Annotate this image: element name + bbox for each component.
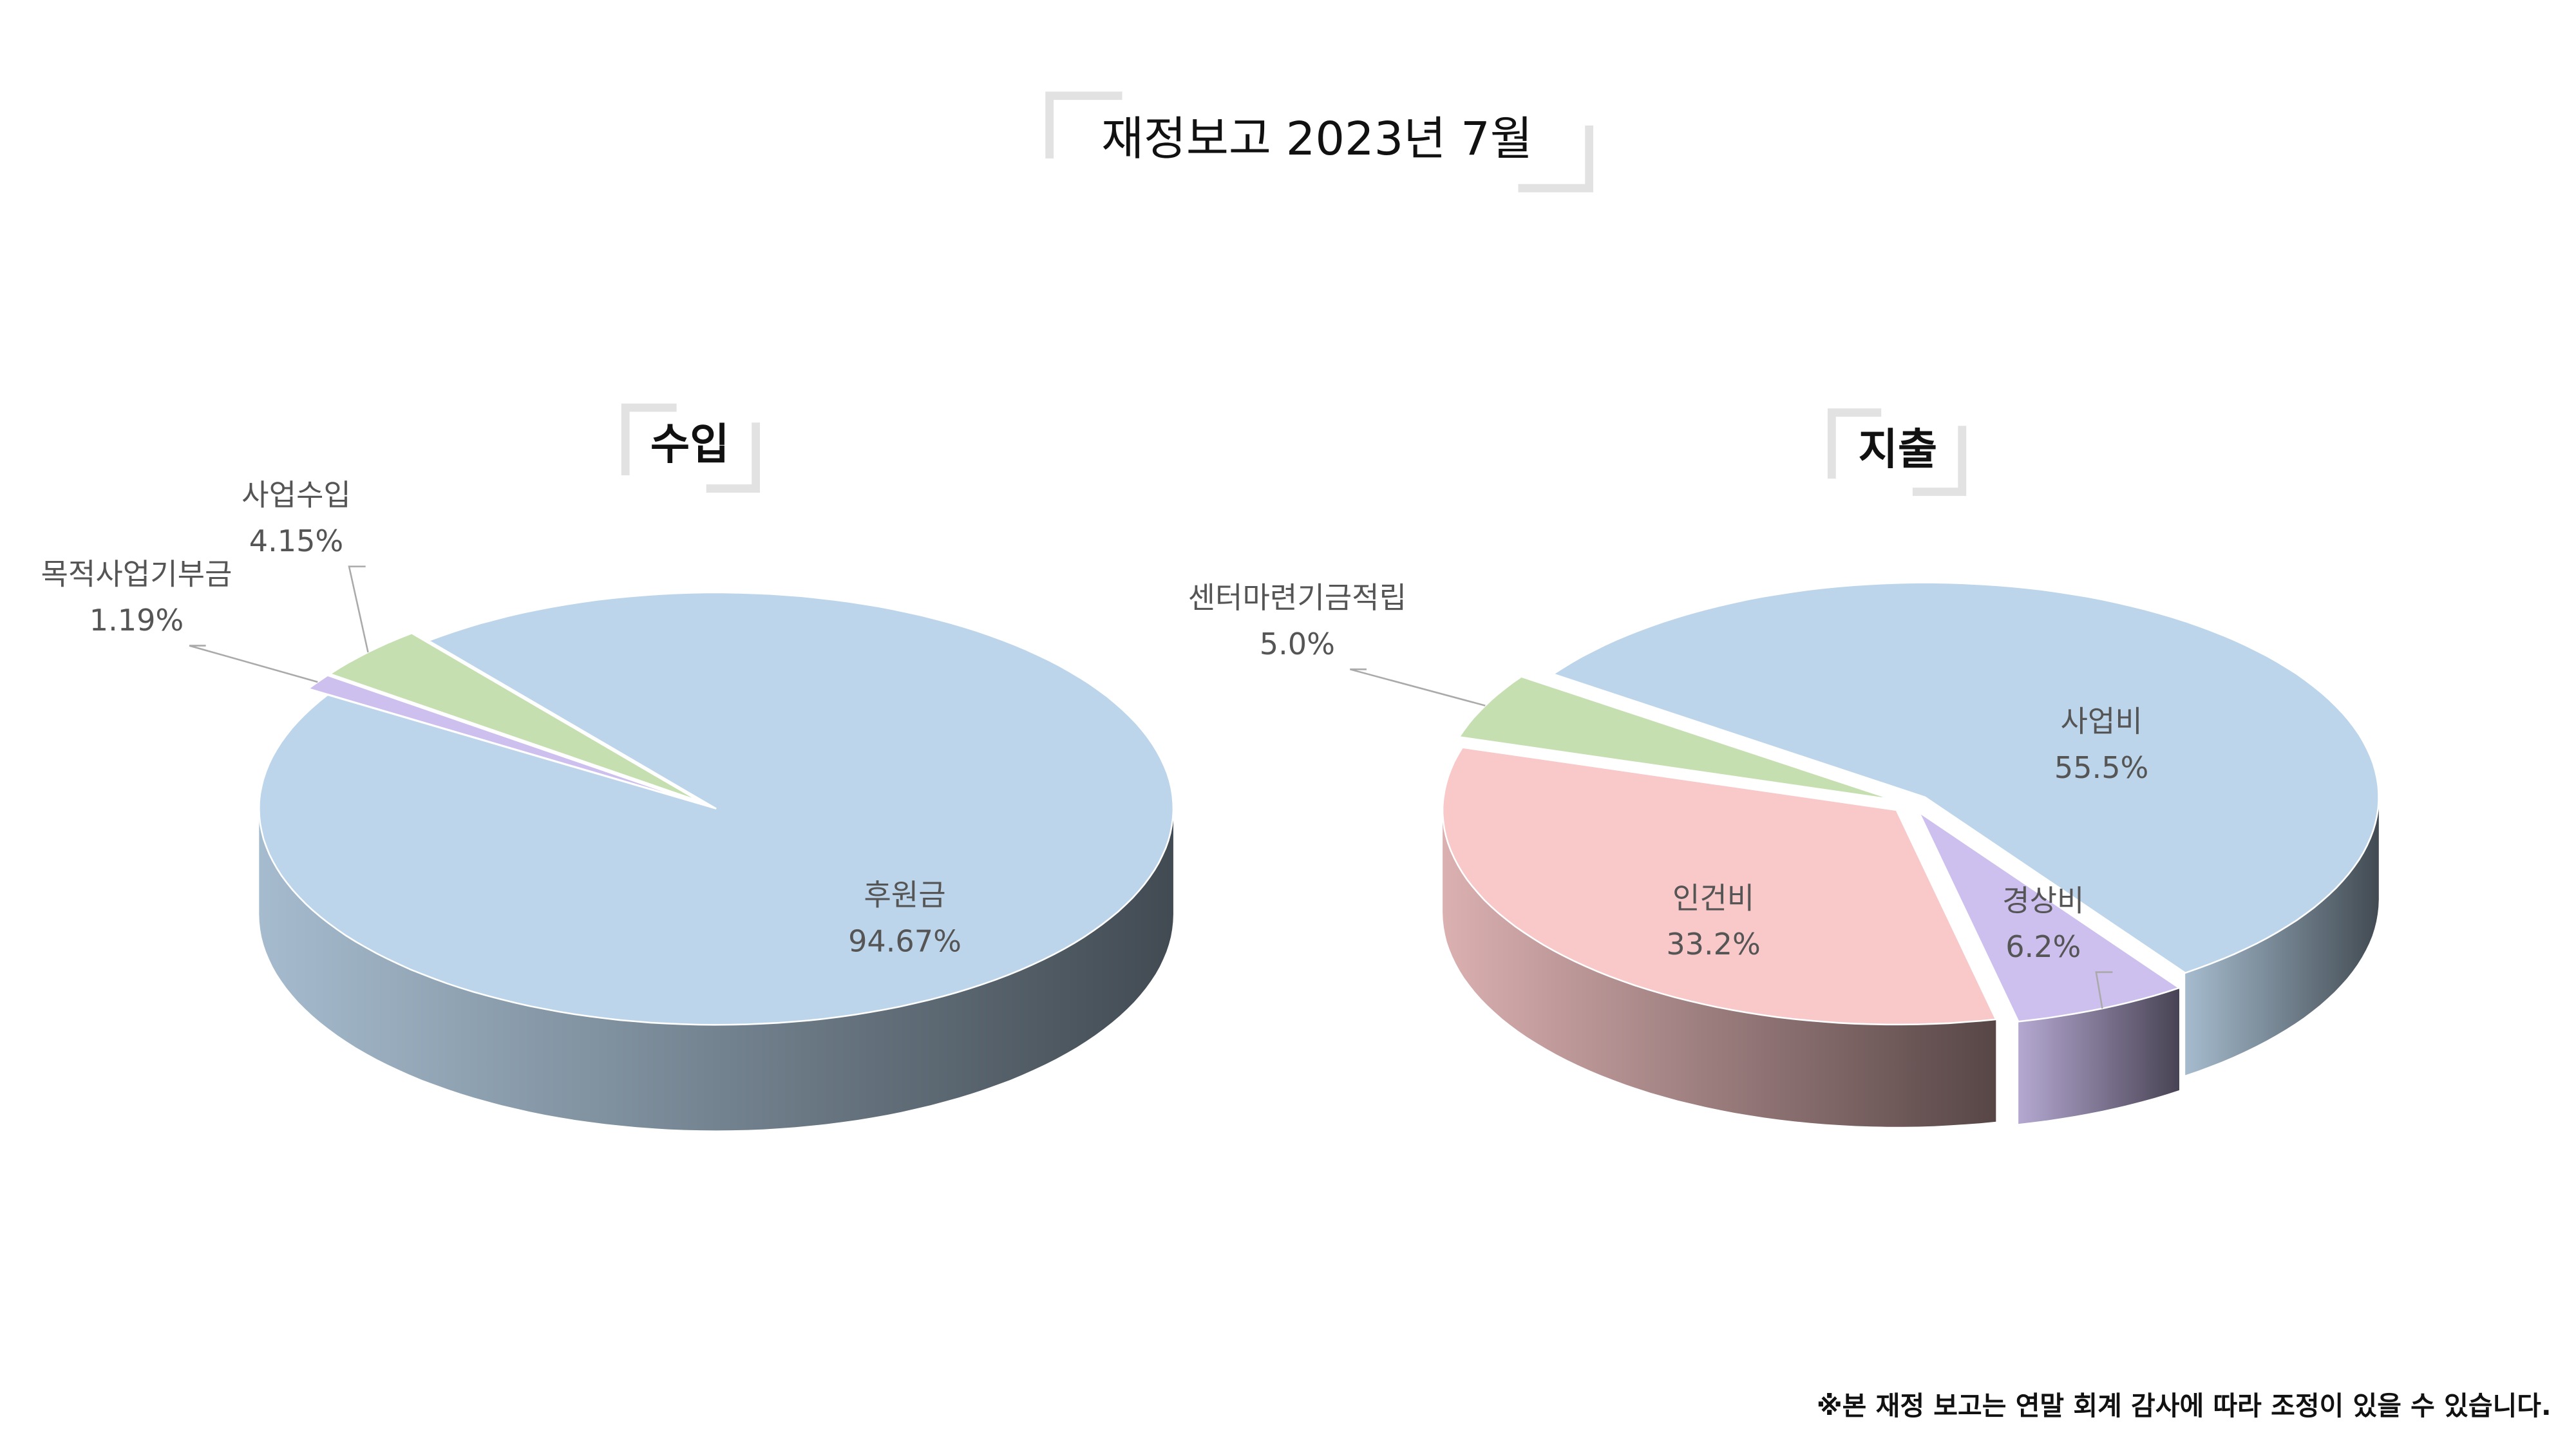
leader-line [348, 565, 369, 653]
leader-line [2095, 971, 2113, 1009]
slice-label: 인건비 [1672, 880, 1754, 915]
slice-value: 4.15% [249, 524, 343, 558]
bracket [1045, 91, 1122, 159]
slice-label: 후원금 [864, 878, 945, 913]
pie-slice [258, 591, 1175, 1026]
bracket [1518, 125, 1594, 193]
pie-slice [329, 632, 700, 802]
slice-value: 1.19% [90, 603, 184, 638]
pie-side-shade [2185, 797, 2379, 1075]
slice-value: 6.2% [2005, 929, 2081, 964]
bracket [1912, 426, 1967, 497]
leader-line [1350, 668, 1486, 706]
slice-label: 센터마련기금적립 [1188, 580, 1406, 615]
pie-slice [307, 674, 697, 804]
slice-label: 사업수입 [242, 478, 351, 513]
slice-label: 경상비 [2002, 883, 2084, 918]
bracket [706, 422, 761, 493]
labels: 사업비 55.5% 경상비 6.2% 인건비 33.2% 센터마련기금적립 5.0% [1188, 580, 2148, 1009]
slice-value: 5.0% [1260, 627, 1335, 661]
pie-tops [258, 591, 1175, 1026]
pie-slice [1917, 810, 2181, 1023]
pie-tops [1441, 582, 2380, 1026]
labels: 후원금 94.67% 목적사업기부금 1.19% 사업수입 4.15% [41, 478, 961, 959]
leader-line [189, 645, 318, 683]
footnote: ※본 재정 보고는 연말 회계 감사에 따라 조정이 있을 수 있습니다. [1817, 1390, 2552, 1421]
slice-label: 목적사업기부금 [41, 556, 232, 591]
chart-title: 수입 [650, 419, 730, 469]
page-title: 재정보고 2023년 7월 [1101, 111, 1533, 166]
bracket [1827, 408, 1882, 479]
slice-value: 33.2% [1666, 927, 1760, 961]
pie-slice [1458, 676, 1894, 800]
pie-sides [259, 808, 1173, 1131]
slice-value: 94.67% [848, 923, 961, 958]
pie-sides [1443, 797, 2379, 1127]
pie-slice [1441, 746, 1999, 1026]
slice-value: 55.5% [2054, 750, 2148, 785]
pie-side-shade [2018, 987, 2179, 1124]
slice-label: 사업비 [2060, 704, 2142, 739]
pie-side-shade [259, 808, 1173, 1131]
bracket [621, 403, 677, 476]
pie-slice [1552, 582, 2380, 974]
chart-title: 지출 [1859, 424, 1938, 474]
pie-side-shade [1443, 810, 1996, 1127]
